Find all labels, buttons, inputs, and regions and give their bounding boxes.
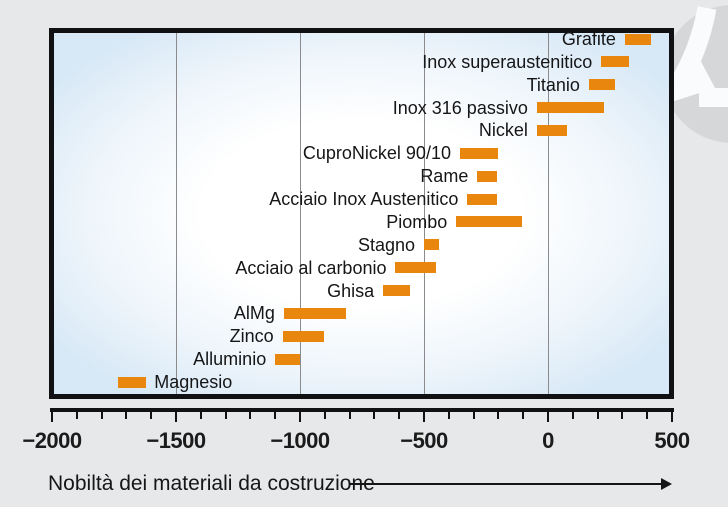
gridline--500 <box>423 33 425 394</box>
bar-label-piombo: Piombo <box>386 211 448 232</box>
minor-tick--200 <box>497 412 500 419</box>
watermark-circle-arrow-icon <box>659 5 728 143</box>
minor-tick--1700 <box>125 412 128 419</box>
minor-tick--600 <box>398 412 401 419</box>
bar-acciaio-inox-austenitico <box>467 193 498 205</box>
tick-label-0: 0 <box>542 428 554 453</box>
major-tick--1000 <box>299 412 301 422</box>
bar-label-magnesio: Magnesio <box>154 372 233 393</box>
major-tick--1500 <box>175 412 177 422</box>
minor-tick--1200 <box>249 412 252 419</box>
bar-magnesio <box>117 376 147 388</box>
bar-stagno <box>424 239 439 251</box>
minor-tick-400 <box>646 412 649 419</box>
gridline--1500 <box>175 33 177 394</box>
bar-cupronickel-90-10 <box>459 147 499 159</box>
bar-label-cupronickel-90-10: CuproNickel 90/10 <box>302 143 451 164</box>
caption-arrow-head-icon <box>661 478 672 490</box>
minor-tick--900 <box>323 412 326 419</box>
bar-titanio <box>588 79 615 91</box>
bar-almg <box>283 307 346 319</box>
gridline-0 <box>547 33 549 394</box>
caption-arrow-line <box>349 483 663 485</box>
minor-tick--100 <box>522 412 525 419</box>
bar-label-inox-316-passivo: Inox 316 passivo <box>392 97 528 118</box>
minor-tick--1100 <box>274 412 277 419</box>
bar-label-grafite: Grafite <box>561 29 616 49</box>
bar-acciaio-al-carbonio <box>395 262 437 274</box>
bar-label-alluminio: Alluminio <box>193 349 267 370</box>
minor-tick--1900 <box>75 412 78 419</box>
bar-label-inox-superaustenitico: Inox superaustenitico <box>422 51 593 72</box>
bar-rame <box>477 170 498 182</box>
x-axis-line <box>50 408 674 412</box>
bar-label-almg: AlMg <box>233 303 275 324</box>
tick-label--1000: −1000 <box>270 428 330 453</box>
minor-tick--1600 <box>150 412 153 419</box>
bar-label-acciaio-al-carbonio: Acciaio al carbonio <box>235 257 387 278</box>
bar-alluminio <box>275 353 300 365</box>
x-axis-caption: Nobiltà dei materiali da costruzione <box>48 472 375 495</box>
minor-tick--300 <box>472 412 475 419</box>
minor-tick--1400 <box>199 412 202 419</box>
minor-tick--800 <box>348 412 351 419</box>
minor-tick--700 <box>373 412 376 419</box>
minor-tick--1800 <box>100 412 103 419</box>
bar-label-acciaio-inox-austenitico: Acciaio Inox Austenitico <box>269 189 459 210</box>
bar-grafite <box>624 33 651 45</box>
bar-label-stagno: Stagno <box>357 234 415 255</box>
minor-tick-200 <box>596 412 599 419</box>
bar-inox-316-passivo <box>536 102 604 114</box>
bar-label-titanio: Titanio <box>526 74 580 95</box>
bar-label-rame: Rame <box>420 166 469 187</box>
tick-label--500: −500 <box>400 428 448 453</box>
major-tick-0 <box>547 412 549 422</box>
minor-tick-100 <box>571 412 574 419</box>
minor-tick-300 <box>621 412 624 419</box>
tick-label-500: 500 <box>654 428 690 453</box>
bar-zinco <box>282 330 324 342</box>
bar-inox-superaustenitico <box>601 56 629 68</box>
bar-ghisa <box>383 285 411 297</box>
major-tick--500 <box>423 412 425 422</box>
bar-label-ghisa: Ghisa <box>327 280 375 301</box>
tick-label--1500: −1500 <box>146 428 206 453</box>
tick-label--2000: −2000 <box>22 428 82 453</box>
gridline--1000 <box>299 33 301 394</box>
major-tick-500 <box>671 412 673 422</box>
bar-label-nickel: Nickel <box>478 120 528 141</box>
plot-area <box>49 28 674 399</box>
minor-tick--400 <box>447 412 450 419</box>
minor-tick--1300 <box>224 412 227 419</box>
major-tick--2000 <box>51 412 53 422</box>
bar-label-zinco: Zinco <box>229 326 274 347</box>
bar-nickel <box>536 124 567 136</box>
bar-piombo <box>456 216 522 228</box>
